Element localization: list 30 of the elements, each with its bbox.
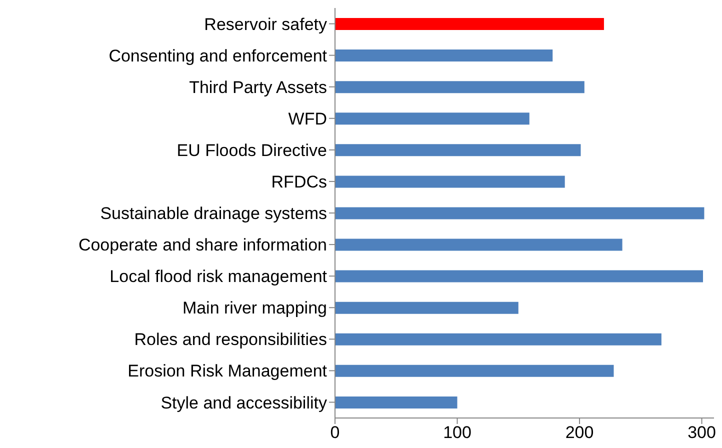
y-tick-label: Sustainable drainage systems xyxy=(100,204,327,224)
bar xyxy=(335,333,662,346)
y-tick-label: Main river mapping xyxy=(182,298,327,318)
bar xyxy=(335,144,581,156)
x-tick-label: 200 xyxy=(565,423,594,442)
bar xyxy=(335,302,518,314)
bar xyxy=(335,18,604,30)
y-tick-label: Local flood risk management xyxy=(110,267,328,286)
bar xyxy=(335,364,614,377)
x-tick-label: 100 xyxy=(443,423,472,442)
x-tick-label: 300 xyxy=(688,423,716,442)
bar xyxy=(335,396,458,408)
bar xyxy=(335,207,704,220)
y-tick-label: Roles and responsibilities xyxy=(134,330,327,350)
y-tick-label: Reservoir safety xyxy=(204,14,328,34)
y-tick-label: Erosion Risk Management xyxy=(128,362,328,381)
y-tick-label: Style and accessibility xyxy=(160,393,328,412)
x-tick-label: 0 xyxy=(330,423,340,442)
y-tick-label: RFDCs xyxy=(271,172,327,192)
y-tick-label: Cooperate and share information xyxy=(78,236,327,255)
bar xyxy=(335,270,703,282)
y-tick-label: Consenting and enforcement xyxy=(108,46,328,66)
bar xyxy=(335,50,553,62)
bar xyxy=(335,112,530,125)
y-tick-label: Third Party Assets xyxy=(189,78,327,97)
bar xyxy=(335,176,565,188)
y-tick-label: WFD xyxy=(288,109,327,128)
y-tick-label: EU Floods Directive xyxy=(176,140,327,160)
bar xyxy=(335,238,622,251)
bar xyxy=(335,81,584,94)
